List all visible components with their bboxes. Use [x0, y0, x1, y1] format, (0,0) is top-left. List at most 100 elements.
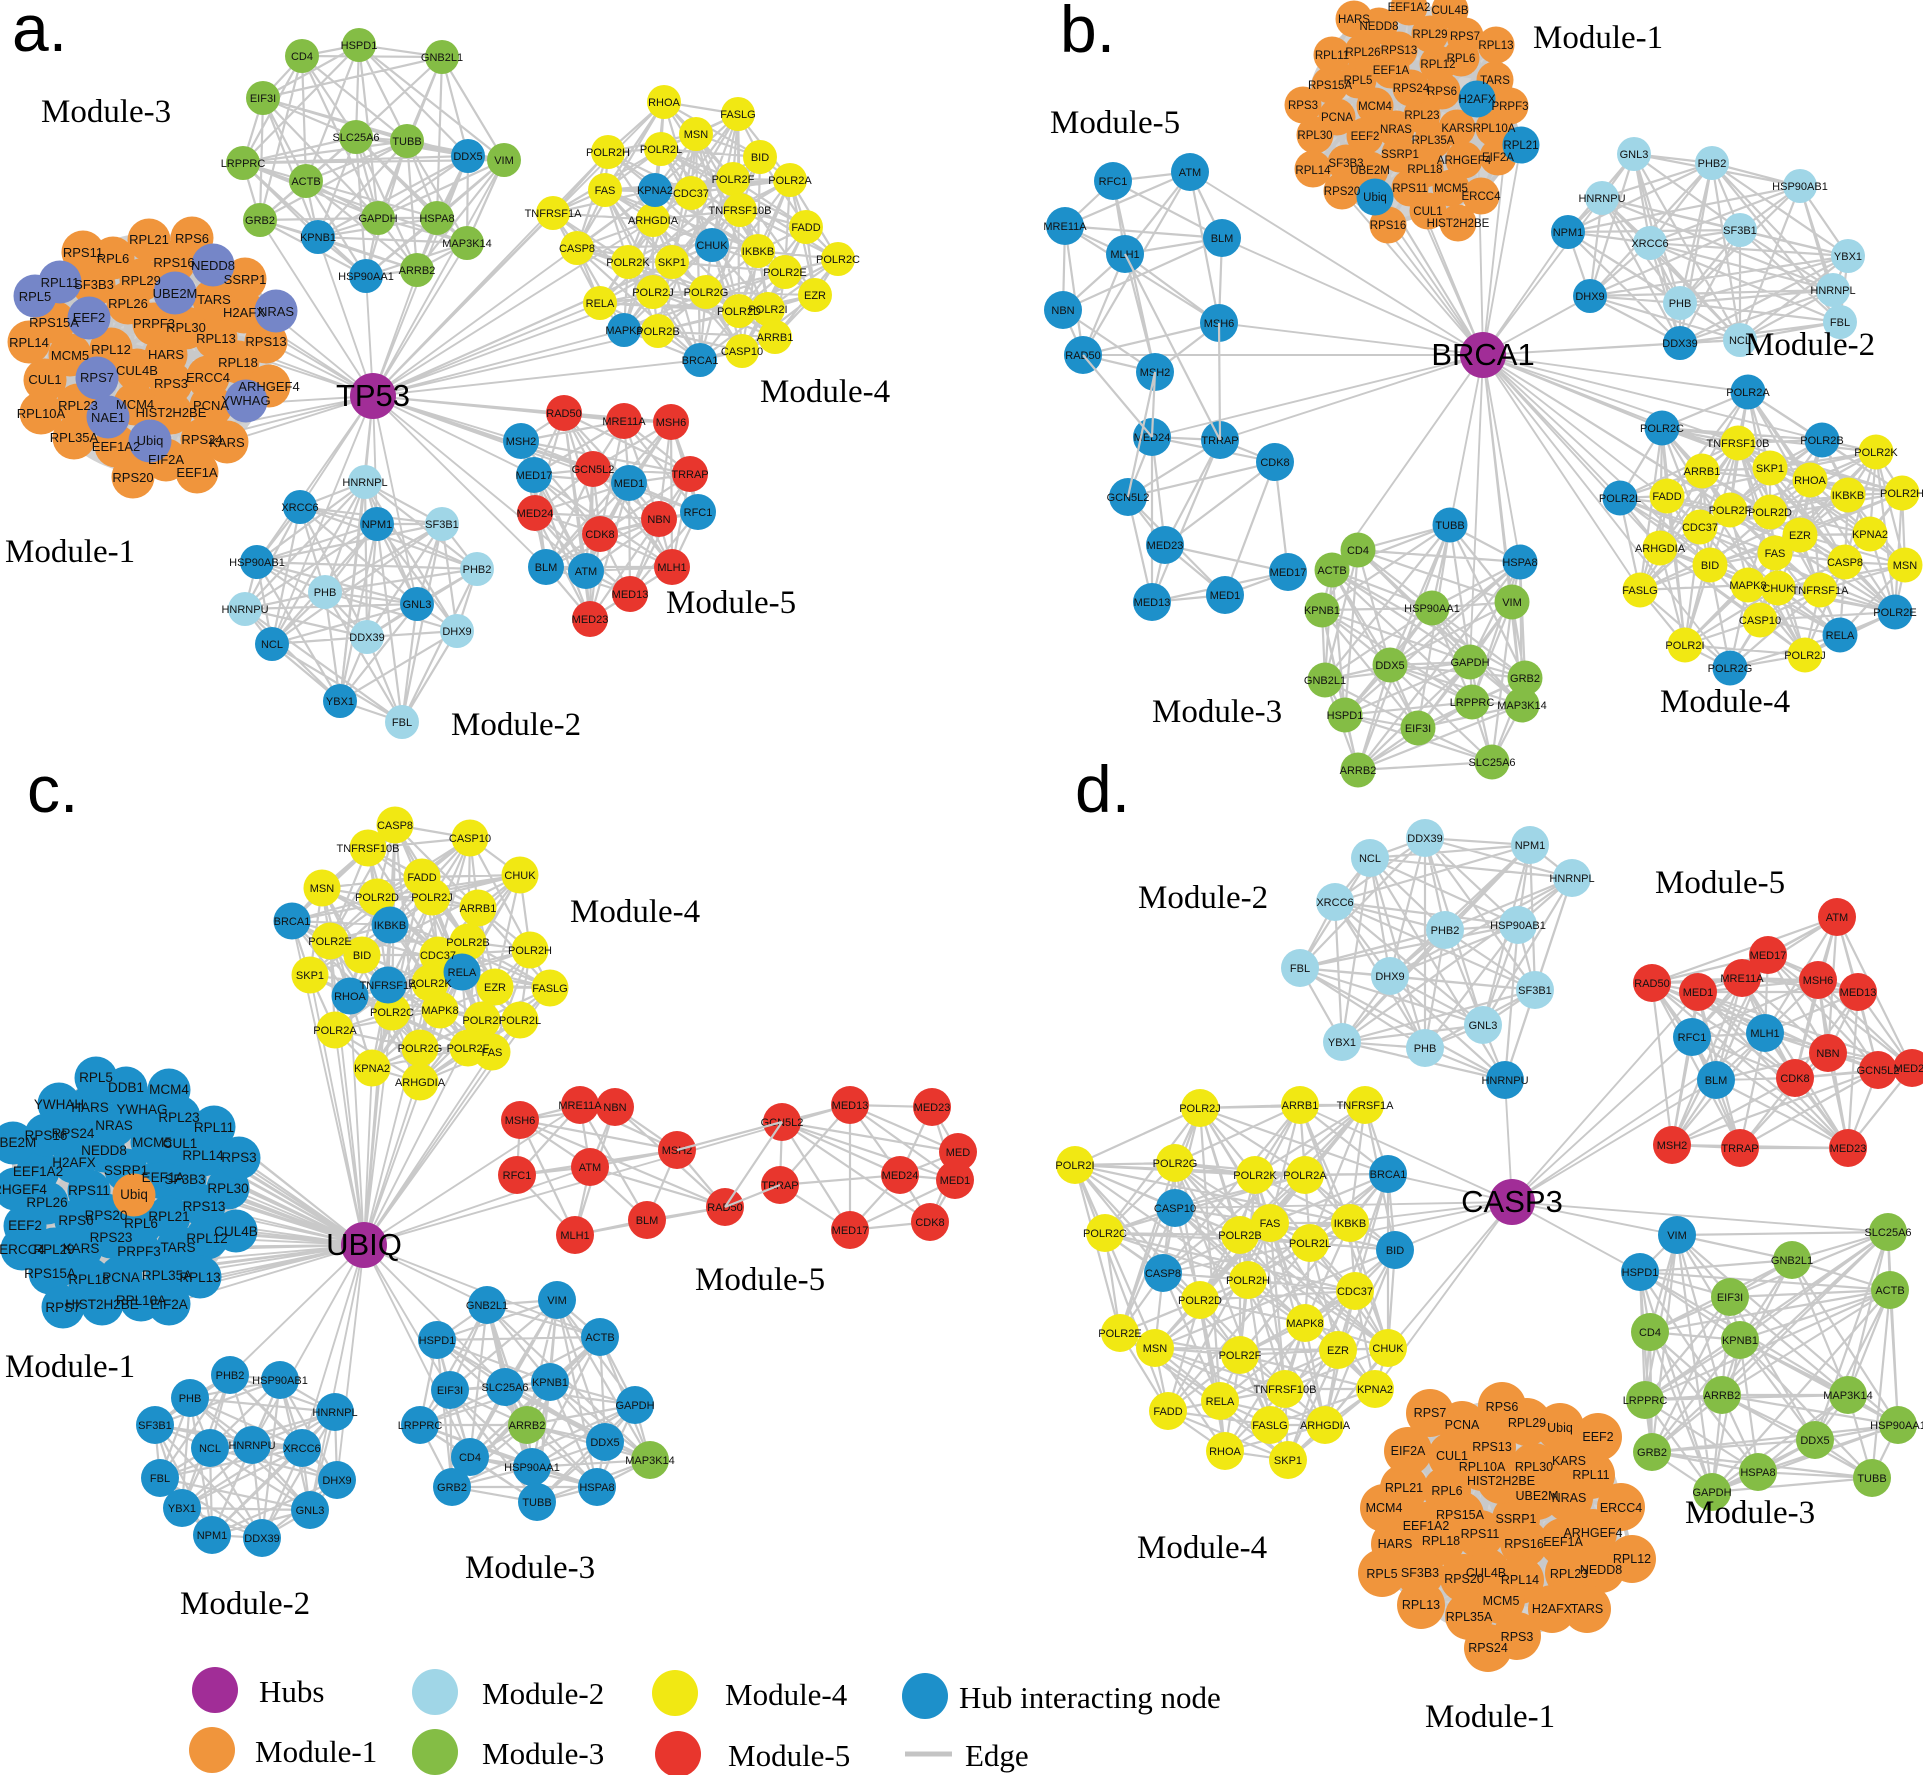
svg-text:POLR2E: POLR2E	[763, 267, 806, 279]
svg-text:GNB2L1: GNB2L1	[1771, 1255, 1813, 1267]
svg-text:MED23: MED23	[1830, 1143, 1867, 1155]
svg-text:RPS20: RPS20	[1324, 186, 1360, 198]
svg-text:KPNB1: KPNB1	[300, 232, 336, 244]
svg-text:RPL26: RPL26	[26, 1195, 67, 1210]
svg-text:POLR2B: POLR2B	[446, 937, 489, 949]
svg-text:Hub interacting node: Hub interacting node	[959, 1680, 1221, 1715]
svg-text:CDK8: CDK8	[915, 1217, 944, 1229]
svg-text:RPL11: RPL11	[41, 275, 80, 290]
svg-text:EEF1A2: EEF1A2	[92, 439, 140, 454]
svg-text:MED17: MED17	[1270, 567, 1307, 579]
svg-text:MCM5: MCM5	[1434, 183, 1468, 195]
svg-text:UBE2M: UBE2M	[0, 1135, 36, 1150]
svg-text:Module-2: Module-2	[482, 1676, 604, 1711]
svg-text:TNFRSF1A: TNFRSF1A	[1337, 1100, 1395, 1112]
svg-text:BID: BID	[1386, 1245, 1404, 1257]
svg-text:EZR: EZR	[1789, 530, 1811, 542]
svg-text:Module-3: Module-3	[465, 1550, 595, 1586]
svg-text:MCM5: MCM5	[51, 348, 89, 363]
svg-text:MED23: MED23	[914, 1102, 951, 1114]
svg-text:Ubiq: Ubiq	[1363, 192, 1387, 204]
svg-text:POLR2F: POLR2F	[712, 174, 755, 186]
svg-text:RPL6: RPL6	[124, 1216, 158, 1231]
svg-text:RPL10A: RPL10A	[1473, 123, 1516, 135]
svg-text:FASLG: FASLG	[532, 983, 567, 995]
svg-text:IKBKB: IKBKB	[1334, 1218, 1366, 1230]
svg-text:YWHAG: YWHAG	[116, 1102, 167, 1117]
svg-text:MED24: MED24	[1894, 1063, 1923, 1075]
svg-text:HSP90AB1: HSP90AB1	[229, 557, 285, 569]
svg-text:RPL5: RPL5	[19, 289, 52, 304]
svg-text:RPL21: RPL21	[1385, 1481, 1423, 1495]
svg-text:GAPDH: GAPDH	[615, 1400, 654, 1412]
svg-text:Module-4: Module-4	[570, 894, 700, 930]
svg-text:NPM1: NPM1	[197, 1530, 228, 1542]
svg-text:RPS13: RPS13	[245, 334, 286, 349]
svg-text:HSP90AA1: HSP90AA1	[504, 1462, 560, 1474]
svg-text:HNRNPL: HNRNPL	[342, 477, 387, 489]
svg-text:GAPDH: GAPDH	[358, 213, 397, 225]
svg-text:MED1: MED1	[1683, 987, 1714, 999]
svg-text:MSN: MSN	[310, 883, 335, 895]
svg-text:PCNA: PCNA	[1321, 112, 1353, 124]
svg-text:GNL3: GNL3	[296, 1505, 325, 1517]
svg-text:HSP90AB1: HSP90AB1	[1772, 181, 1828, 193]
svg-text:RAD50: RAD50	[546, 408, 581, 420]
svg-text:RPS24: RPS24	[181, 432, 222, 447]
svg-text:RPL29: RPL29	[121, 273, 161, 288]
svg-text:POLR2B: POLR2B	[1218, 1230, 1261, 1242]
svg-text:YBX1: YBX1	[1834, 251, 1862, 263]
svg-text:RPS7: RPS7	[45, 1300, 80, 1315]
svg-text:TUBB: TUBB	[392, 136, 421, 148]
svg-text:RHOA: RHOA	[1209, 1446, 1241, 1458]
svg-text:MED1: MED1	[1210, 590, 1241, 602]
svg-text:ARHGEF4: ARHGEF4	[1437, 155, 1492, 167]
svg-text:EEF1A2: EEF1A2	[1388, 2, 1431, 14]
svg-text:SF3B1: SF3B1	[425, 519, 459, 531]
svg-text:Module-3: Module-3	[1152, 694, 1282, 730]
svg-text:POLR2H: POLR2H	[1226, 1275, 1270, 1287]
svg-text:HNRNPL: HNRNPL	[1810, 285, 1855, 297]
svg-text:HARS: HARS	[1338, 14, 1370, 26]
svg-text:NRAS: NRAS	[1552, 1491, 1587, 1505]
svg-text:EZR: EZR	[804, 290, 826, 302]
svg-text:Module-4: Module-4	[1137, 1530, 1267, 1566]
svg-text:BRCA1: BRCA1	[1370, 1169, 1407, 1181]
svg-text:DDX5: DDX5	[590, 1437, 619, 1449]
svg-text:MED13: MED13	[612, 589, 649, 601]
svg-text:NEDD8: NEDD8	[1580, 1563, 1622, 1577]
svg-text:ACTB: ACTB	[1875, 1285, 1904, 1297]
svg-text:TNFRSF1A: TNFRSF1A	[525, 208, 583, 220]
svg-text:GNL3: GNL3	[1620, 149, 1649, 161]
svg-text:RPS23: RPS23	[90, 1230, 133, 1245]
svg-text:MED17: MED17	[832, 1225, 869, 1237]
svg-text:RPS15A: RPS15A	[1436, 1508, 1485, 1522]
svg-text:RPS16: RPS16	[1504, 1537, 1544, 1551]
svg-text:FAS: FAS	[482, 1047, 503, 1059]
svg-text:GRB2: GRB2	[245, 215, 275, 227]
svg-text:RPL14: RPL14	[1295, 165, 1331, 177]
svg-text:RELA: RELA	[1826, 630, 1855, 642]
svg-text:RHOA: RHOA	[648, 97, 680, 109]
svg-text:MRE11A: MRE11A	[1720, 973, 1764, 985]
svg-text:NCL: NCL	[199, 1443, 221, 1455]
svg-text:RPS20: RPS20	[1444, 1572, 1484, 1586]
svg-text:TNFRSF1A: TNFRSF1A	[1792, 585, 1850, 597]
svg-text:Module-5: Module-5	[1050, 105, 1180, 141]
svg-text:MCM4: MCM4	[1358, 101, 1392, 113]
svg-text:NPM1: NPM1	[1553, 227, 1584, 239]
svg-text:RPL29: RPL29	[1508, 1416, 1546, 1430]
svg-text:SKP1: SKP1	[1756, 463, 1784, 475]
svg-text:HSPA8: HSPA8	[1740, 1467, 1775, 1479]
svg-text:YBX1: YBX1	[326, 696, 354, 708]
svg-text:ERCC4: ERCC4	[0, 1242, 45, 1257]
svg-text:Module-1: Module-1	[5, 534, 135, 570]
svg-text:Module-4: Module-4	[760, 374, 890, 410]
svg-text:DDX39: DDX39	[244, 1533, 279, 1545]
svg-text:ARHGDIA: ARHGDIA	[1300, 1420, 1351, 1432]
svg-text:POLR2D: POLR2D	[1748, 507, 1792, 519]
svg-text:FAS: FAS	[1765, 548, 1786, 560]
svg-text:PHB: PHB	[314, 587, 337, 599]
svg-text:CUL1: CUL1	[1436, 1449, 1468, 1463]
svg-text:CDC37: CDC37	[420, 950, 456, 962]
